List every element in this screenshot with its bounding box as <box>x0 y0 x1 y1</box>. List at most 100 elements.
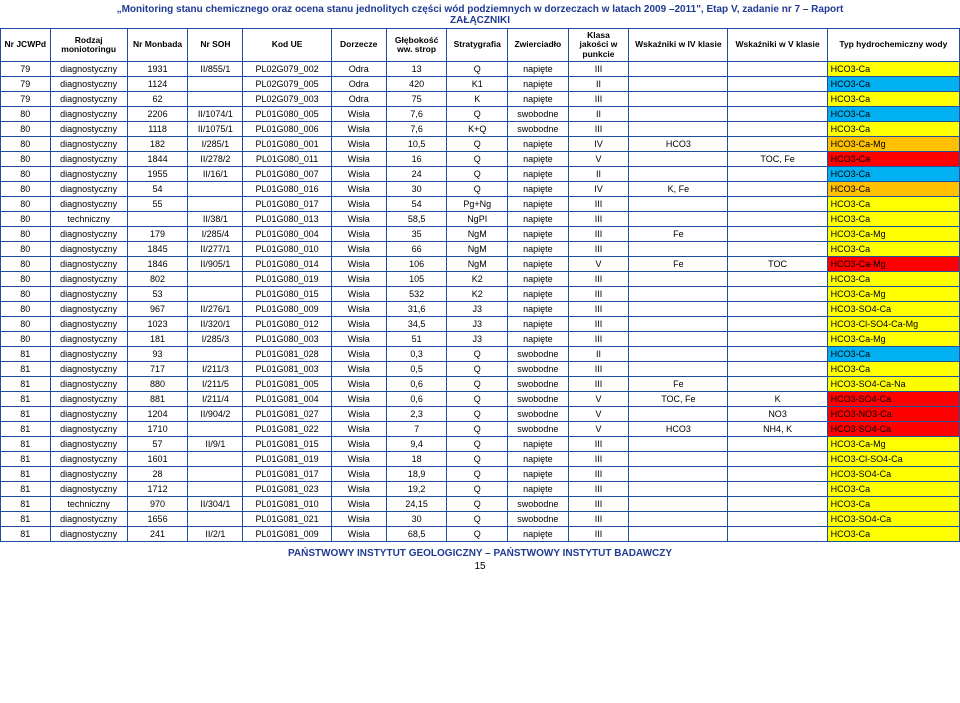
table-cell <box>629 527 728 542</box>
table-cell: 81 <box>1 482 51 497</box>
table-cell: 80 <box>1 257 51 272</box>
table-row: 80diagnostyczny54PL01G080_016Wisła30Qnap… <box>1 182 960 197</box>
table-cell: Pg+Ng <box>447 197 508 212</box>
table-cell: III <box>568 92 629 107</box>
table-cell: HCO3-SO4-Ca <box>827 392 959 407</box>
table-cell: PL01G081_004 <box>243 392 331 407</box>
table-cell: napięte <box>508 272 569 287</box>
table-cell: 81 <box>1 512 51 527</box>
table-cell: NH4, K <box>728 422 827 437</box>
table-cell: Wisła <box>331 467 386 482</box>
table-cell: Fe <box>629 257 728 272</box>
col-header: Wskaźniki w IV klasie <box>629 29 728 62</box>
table-cell: HCO3 <box>629 422 728 437</box>
table-cell: III <box>568 332 629 347</box>
table-cell: diagnostyczny <box>50 257 127 272</box>
table-cell: J3 <box>447 332 508 347</box>
table-row: 80diagnostyczny1846II/905/1PL01G080_014W… <box>1 257 960 272</box>
table-cell: 79 <box>1 77 51 92</box>
table-cell: 81 <box>1 377 51 392</box>
table-cell: II <box>568 107 629 122</box>
table-cell: 81 <box>1 407 51 422</box>
table-cell: 79 <box>1 62 51 77</box>
table-row: 80diagnostyczny1955II/16/1PL01G080_007Wi… <box>1 167 960 182</box>
table-cell: II/905/1 <box>188 257 243 272</box>
table-cell: K <box>728 392 827 407</box>
table-cell <box>728 62 827 77</box>
table-cell: PL01G081_019 <box>243 452 331 467</box>
table-cell: HCO3-Ca <box>827 212 959 227</box>
table-cell: K, Fe <box>629 182 728 197</box>
table-cell: napięte <box>508 437 569 452</box>
table-cell: 1601 <box>127 452 188 467</box>
table-cell: 1955 <box>127 167 188 182</box>
table-cell: diagnostyczny <box>50 527 127 542</box>
table-row: 80diagnostyczny1118II/1075/1PL01G080_006… <box>1 122 960 137</box>
table-cell: diagnostyczny <box>50 377 127 392</box>
table-cell <box>728 77 827 92</box>
table-cell: PL01G080_006 <box>243 122 331 137</box>
table-cell: III <box>568 287 629 302</box>
table-cell <box>728 332 827 347</box>
table-cell: 0,6 <box>386 377 447 392</box>
table-cell: Wisła <box>331 407 386 422</box>
table-cell: II/278/2 <box>188 152 243 167</box>
table-cell: HCO3 <box>629 137 728 152</box>
table-cell: swobodne <box>508 497 569 512</box>
col-header: Zwierciadło <box>508 29 569 62</box>
table-cell: III <box>568 452 629 467</box>
table-cell: V <box>568 152 629 167</box>
table-cell <box>728 452 827 467</box>
table-cell: diagnostyczny <box>50 437 127 452</box>
table-row: 80diagnostyczny1023II/320/1PL01G080_012W… <box>1 317 960 332</box>
table-cell: Wisła <box>331 227 386 242</box>
table-cell: 967 <box>127 302 188 317</box>
table-cell: Wisła <box>331 257 386 272</box>
header-line2: ZAŁĄCZNIKI <box>8 15 952 26</box>
table-cell: III <box>568 362 629 377</box>
table-cell: Wisła <box>331 512 386 527</box>
table-row: 81diagnostyczny1712PL01G081_023Wisła19,2… <box>1 482 960 497</box>
table-cell: HCO3-Ca <box>827 482 959 497</box>
table-cell: 62 <box>127 92 188 107</box>
table-cell: II/276/1 <box>188 302 243 317</box>
table-row: 79diagnostyczny1124PL02G079_005Odra420K1… <box>1 77 960 92</box>
table-row: 81diagnostyczny1601PL01G081_019Wisła18Qn… <box>1 452 960 467</box>
table-cell <box>629 212 728 227</box>
table-cell: HCO3-Ca-Mg <box>827 137 959 152</box>
table-cell: 1712 <box>127 482 188 497</box>
table-cell <box>629 152 728 167</box>
table-cell: HCO3-SO4-Ca <box>827 422 959 437</box>
table-cell: swobodne <box>508 422 569 437</box>
table-cell: II <box>568 347 629 362</box>
table-cell <box>629 317 728 332</box>
table-cell: HCO3-Ca <box>827 92 959 107</box>
table-cell <box>728 272 827 287</box>
table-cell <box>629 167 728 182</box>
col-header: Rodzaj moniotoringu <box>50 29 127 62</box>
table-cell: II/16/1 <box>188 167 243 182</box>
table-cell: 81 <box>1 497 51 512</box>
table-cell: Wisła <box>331 137 386 152</box>
table-cell: PL01G080_003 <box>243 332 331 347</box>
table-cell: napięte <box>508 197 569 212</box>
table-cell: IV <box>568 182 629 197</box>
table-cell: napięte <box>508 467 569 482</box>
table-cell: 80 <box>1 317 51 332</box>
table-cell: Wisła <box>331 212 386 227</box>
table-cell: napięte <box>508 317 569 332</box>
table-cell: 420 <box>386 77 447 92</box>
table-cell: PL01G080_005 <box>243 107 331 122</box>
table-cell: diagnostyczny <box>50 197 127 212</box>
table-cell: V <box>568 392 629 407</box>
table-cell: PL01G080_009 <box>243 302 331 317</box>
table-cell: 532 <box>386 287 447 302</box>
table-cell <box>728 122 827 137</box>
table-cell: III <box>568 227 629 242</box>
table-cell: 1846 <box>127 257 188 272</box>
data-table: Nr JCWPdRodzaj moniotoringuNr MonbadaNr … <box>0 28 960 542</box>
table-cell: III <box>568 197 629 212</box>
table-cell <box>728 512 827 527</box>
table-cell: 81 <box>1 362 51 377</box>
table-cell: 13 <box>386 62 447 77</box>
